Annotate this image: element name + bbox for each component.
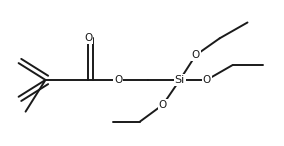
Text: Si: Si: [175, 75, 185, 85]
Text: O: O: [114, 75, 122, 85]
Text: O: O: [202, 75, 211, 85]
Text: O: O: [84, 33, 92, 43]
Text: O: O: [159, 100, 167, 110]
Text: O: O: [192, 50, 200, 60]
